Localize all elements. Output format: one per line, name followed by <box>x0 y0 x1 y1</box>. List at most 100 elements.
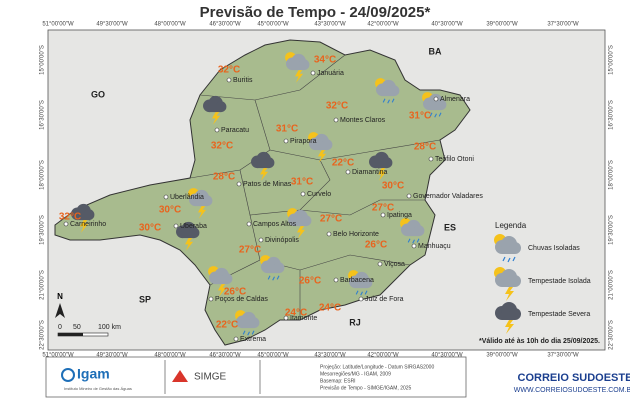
weather-icon <box>400 218 425 244</box>
temperature-label: 27°C <box>239 245 261 256</box>
cloud <box>195 199 207 207</box>
longitude-label: 40°30'00"W <box>431 22 463 28</box>
cloud <box>315 143 327 151</box>
weather-icon <box>208 266 233 297</box>
latitude-label: 15°00'00"S <box>40 45 46 75</box>
cloud <box>407 229 419 237</box>
city-label: Patos de Minas <box>243 181 292 188</box>
city-dot <box>226 77 232 83</box>
latitude-label: 16°30'00"S <box>40 100 46 130</box>
cloud <box>502 247 515 254</box>
city-label: Almenara <box>440 96 470 103</box>
cloud <box>502 313 515 320</box>
city-label: Montes Claros <box>340 117 386 124</box>
longitude-label: 37°30'00"W <box>547 22 579 28</box>
lightning <box>218 284 227 297</box>
temperature-label: 32°C <box>59 212 81 223</box>
city-label: Extrema <box>240 336 266 343</box>
longitude-label: 42°00'00"W <box>367 353 399 359</box>
state-label: ES <box>444 222 456 232</box>
city-label: Uberaba <box>180 223 207 230</box>
lightning <box>505 287 514 301</box>
scale-label: 100 km <box>98 324 121 331</box>
city-label: Carneirinho <box>70 221 106 228</box>
weather-icon <box>494 234 521 263</box>
city-dot <box>300 191 306 197</box>
weather-icon <box>348 270 373 296</box>
rain <box>438 112 442 117</box>
rain <box>251 330 255 335</box>
latitude-label: 15°00'00"S <box>609 45 615 75</box>
city-dot <box>333 277 339 283</box>
latitude-label: 21°00'00"S <box>609 270 615 300</box>
cloud <box>502 280 515 287</box>
lightning <box>212 112 221 125</box>
cloud <box>355 281 367 289</box>
city-dot <box>433 96 439 102</box>
title: Previsão de Tempo - 24/09/2025* <box>200 4 431 21</box>
city-label: Buritis <box>233 77 253 84</box>
city-dot <box>258 237 264 243</box>
rain <box>412 239 415 244</box>
rain <box>267 275 271 280</box>
state-label: RJ <box>349 317 361 327</box>
city-label: Poços de Caldas <box>215 296 268 303</box>
cloud <box>375 161 387 169</box>
scale-label: 50 <box>73 324 81 331</box>
legend-item: Tempestade Severa <box>528 311 590 318</box>
city-dot <box>283 315 289 321</box>
city-dot <box>208 296 214 302</box>
rain <box>512 256 516 262</box>
cloud <box>292 63 304 71</box>
city-dot <box>377 261 383 267</box>
weather-icon <box>188 188 213 219</box>
brand-name: CORREIO SUDOESTE <box>518 372 630 384</box>
longitude-label: 48°00'00"W <box>154 353 186 359</box>
legend-title: Legenda <box>495 221 527 230</box>
temperature-label: 26°C <box>224 287 246 298</box>
temperature-label: 31°C <box>409 111 431 122</box>
city-label: Uberlândia <box>170 194 204 201</box>
credit-line: Previsão de Tempo - SIMGE/IGAM, 2025 <box>320 385 412 391</box>
footer-box <box>45 356 467 398</box>
weather-icon <box>287 208 312 239</box>
temperature-label: 26°C <box>365 240 387 251</box>
latitude-label: 16°30'00"S <box>609 100 615 130</box>
scale-label: 0 <box>58 324 62 331</box>
latitude-label: 19°30'00"S <box>609 215 615 245</box>
longitude-label: 45°00'00"W <box>257 353 289 359</box>
city-label: Manhuaçu <box>418 243 451 250</box>
temperature-label: 26°C <box>299 276 321 287</box>
latitude-label: 18°00'00"S <box>609 160 615 190</box>
rain <box>272 276 275 281</box>
cloud <box>77 213 89 221</box>
city-label: Ipatinga <box>387 212 412 219</box>
temperature-label: 30°C <box>159 205 181 216</box>
cloud <box>209 105 221 113</box>
city-label: Campos Altos <box>253 221 297 228</box>
north-arrow <box>55 303 65 318</box>
weather-icon <box>375 78 400 104</box>
temperature-label: 31°C <box>276 124 298 135</box>
state-label: GO <box>91 89 105 99</box>
weather-icon <box>251 151 275 181</box>
rain <box>360 291 363 296</box>
lightning <box>185 238 194 251</box>
latitude-label: 22°30'00"S <box>609 320 615 350</box>
temperature-label: 22°C <box>216 320 238 331</box>
lightning <box>80 220 89 233</box>
credit-line: Mesorregiões/MG - IGAM, 2009 <box>320 371 391 377</box>
city-label: Teófilo Otoni <box>435 156 474 163</box>
igam-subtitle: Instituto Mineiro de Gestão das Águas <box>64 386 132 391</box>
temperature-label: 34°C <box>314 55 336 66</box>
state-label: BA <box>429 46 442 56</box>
weather-icon <box>494 267 521 301</box>
longitude-label: 42°00'00"W <box>367 22 399 28</box>
weather-icon <box>369 151 393 181</box>
longitude-label: 51°00'00"W <box>42 353 74 359</box>
longitude-label: 46°30'00"W <box>209 353 241 359</box>
rain <box>355 290 359 295</box>
weather-icon <box>308 132 333 163</box>
longitude-label: 40°30'00"W <box>431 353 463 359</box>
rain <box>382 98 386 103</box>
